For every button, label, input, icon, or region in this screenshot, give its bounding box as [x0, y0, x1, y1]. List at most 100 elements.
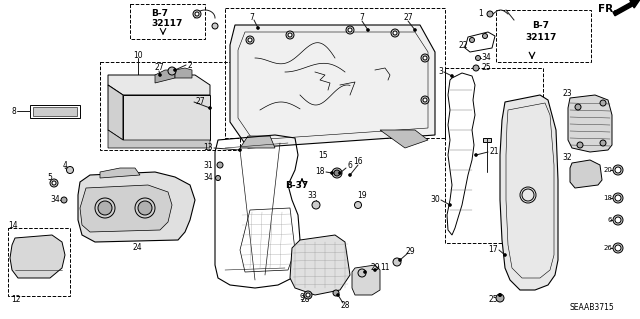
Circle shape — [615, 217, 621, 223]
Text: 2: 2 — [187, 61, 192, 70]
Circle shape — [349, 174, 351, 176]
Circle shape — [216, 175, 221, 181]
Circle shape — [246, 36, 254, 44]
Polygon shape — [290, 235, 350, 295]
Text: 29: 29 — [405, 248, 415, 256]
Circle shape — [391, 29, 399, 37]
Circle shape — [421, 54, 429, 62]
Circle shape — [358, 269, 366, 277]
Text: 10: 10 — [133, 50, 143, 60]
Polygon shape — [108, 85, 123, 140]
Circle shape — [304, 291, 312, 299]
Circle shape — [346, 26, 354, 34]
Text: 5: 5 — [47, 174, 52, 182]
Text: 6: 6 — [347, 161, 352, 170]
Circle shape — [288, 33, 292, 37]
Text: 3: 3 — [438, 68, 443, 77]
Circle shape — [470, 38, 474, 42]
Polygon shape — [80, 185, 172, 232]
Text: 27: 27 — [403, 13, 413, 23]
Circle shape — [306, 293, 310, 297]
Polygon shape — [123, 95, 210, 140]
Circle shape — [159, 73, 161, 77]
Text: 27: 27 — [154, 63, 164, 72]
Circle shape — [577, 142, 583, 148]
Circle shape — [423, 56, 427, 60]
Text: 34: 34 — [50, 196, 60, 204]
Text: 29: 29 — [370, 263, 380, 272]
Bar — [8, 228, 70, 296]
Bar — [496, 10, 591, 62]
Text: 20: 20 — [603, 167, 612, 173]
Bar — [483, 138, 491, 142]
Circle shape — [248, 38, 252, 42]
Circle shape — [355, 202, 362, 209]
Circle shape — [61, 197, 67, 203]
Circle shape — [451, 75, 454, 78]
Circle shape — [474, 153, 477, 157]
Text: 8: 8 — [12, 107, 17, 115]
Text: 1: 1 — [479, 10, 483, 19]
Circle shape — [600, 100, 606, 106]
Bar — [33, 107, 77, 116]
Circle shape — [330, 172, 333, 174]
Circle shape — [483, 33, 488, 39]
Text: 28: 28 — [340, 300, 349, 309]
Text: 24: 24 — [132, 243, 142, 253]
Circle shape — [67, 167, 74, 174]
Bar — [225, 8, 445, 138]
Text: 25: 25 — [488, 295, 498, 305]
Polygon shape — [175, 68, 192, 78]
Polygon shape — [230, 25, 435, 148]
Text: 30: 30 — [430, 196, 440, 204]
Text: 18: 18 — [316, 167, 325, 176]
Circle shape — [195, 12, 199, 16]
Polygon shape — [155, 70, 175, 83]
Circle shape — [487, 11, 493, 17]
Circle shape — [476, 56, 481, 61]
Text: 28: 28 — [300, 295, 310, 305]
Polygon shape — [500, 95, 558, 290]
Circle shape — [600, 140, 606, 146]
Bar — [130, 100, 185, 135]
Circle shape — [615, 245, 621, 251]
Text: 31: 31 — [204, 160, 213, 169]
Polygon shape — [78, 172, 195, 242]
Text: 25: 25 — [481, 63, 491, 72]
Polygon shape — [108, 130, 210, 148]
Bar — [130, 4, 205, 39]
Text: 12: 12 — [12, 295, 20, 305]
Circle shape — [399, 258, 401, 262]
Circle shape — [168, 67, 176, 75]
Circle shape — [423, 98, 427, 102]
Text: 17: 17 — [488, 246, 498, 255]
Bar — [132, 102, 183, 133]
Circle shape — [613, 165, 623, 175]
Circle shape — [52, 181, 56, 185]
Text: 16: 16 — [353, 158, 363, 167]
Polygon shape — [380, 130, 428, 148]
Circle shape — [393, 258, 401, 266]
Circle shape — [393, 31, 397, 35]
Circle shape — [613, 215, 623, 225]
Polygon shape — [570, 160, 602, 188]
Text: 4: 4 — [63, 160, 67, 169]
Circle shape — [413, 28, 417, 32]
Text: 7: 7 — [360, 13, 364, 23]
Circle shape — [613, 243, 623, 253]
FancyArrow shape — [613, 0, 640, 16]
Circle shape — [496, 294, 504, 302]
Text: 32: 32 — [562, 153, 572, 162]
Text: B-7: B-7 — [532, 21, 550, 31]
Bar — [18, 245, 53, 270]
Circle shape — [286, 31, 294, 39]
Text: 26: 26 — [603, 245, 612, 251]
Text: 32117: 32117 — [151, 19, 182, 27]
Text: B-7: B-7 — [151, 10, 168, 19]
Circle shape — [50, 179, 58, 187]
Circle shape — [613, 193, 623, 203]
Text: 22: 22 — [458, 41, 468, 49]
Circle shape — [504, 254, 506, 256]
Text: 34: 34 — [481, 54, 491, 63]
Text: 18: 18 — [603, 195, 612, 201]
